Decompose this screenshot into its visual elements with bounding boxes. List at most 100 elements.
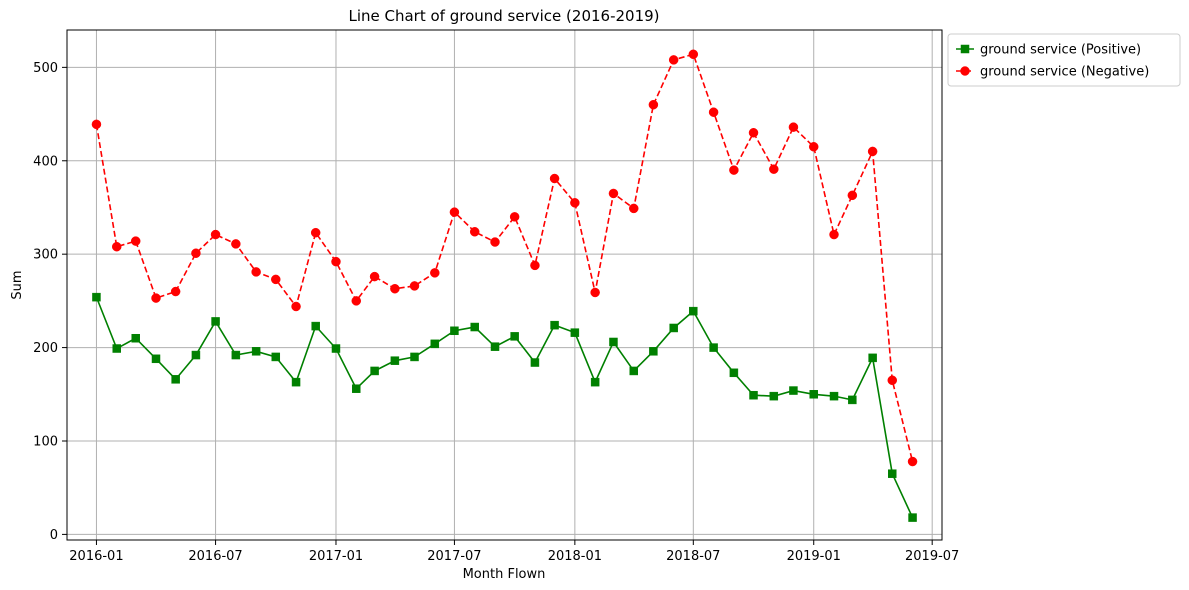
y-tick-label: 500 — [33, 61, 58, 76]
series-negative — [91, 49, 918, 467]
data-point — [351, 296, 362, 306]
data-point — [788, 122, 799, 132]
data-point — [729, 368, 739, 378]
series-positive — [92, 292, 917, 522]
data-point — [848, 395, 857, 405]
data-point — [907, 456, 918, 467]
data-point — [171, 375, 180, 384]
data-point — [530, 358, 540, 367]
data-point — [410, 352, 419, 362]
data-point — [130, 236, 141, 246]
data-point — [331, 256, 341, 267]
data-point — [91, 119, 102, 130]
data-point — [608, 188, 619, 199]
data-point — [151, 293, 161, 303]
x-axis-title: Month Flown — [463, 567, 546, 582]
data-point — [430, 339, 440, 349]
legend-label: ground service (Negative) — [980, 65, 1149, 80]
data-point — [331, 344, 341, 353]
legend: ground service (Positive) ground service … — [947, 33, 1181, 87]
data-point — [251, 347, 261, 356]
data-point — [430, 268, 440, 278]
data-point — [310, 227, 321, 238]
data-point — [709, 343, 718, 352]
data-point — [191, 350, 201, 360]
x-tick-label: 2019-07 — [905, 549, 959, 564]
legend-marker — [960, 66, 970, 76]
data-point — [210, 229, 221, 240]
data-point — [609, 337, 618, 347]
y-tick-label: 200 — [33, 341, 58, 356]
data-point — [549, 173, 560, 184]
y-tick-label: 300 — [33, 248, 58, 263]
data-point — [688, 49, 699, 60]
series-group — [91, 49, 918, 522]
y-tick-label: 400 — [33, 154, 58, 169]
x-tick-label: 2018-07 — [666, 549, 720, 564]
data-point — [131, 333, 140, 343]
x-tick-label: 2017-07 — [427, 549, 481, 564]
data-point — [789, 386, 798, 395]
data-point — [829, 391, 839, 401]
data-point — [510, 332, 519, 341]
data-point — [829, 229, 839, 240]
data-point — [449, 207, 460, 217]
x-tick-label: 2019-01 — [787, 549, 841, 564]
legend-item: ground service (Positive) — [956, 43, 1141, 58]
data-point — [251, 267, 261, 277]
data-point — [629, 366, 639, 376]
data-point — [469, 227, 480, 237]
data-point — [509, 212, 520, 222]
data-point — [311, 321, 320, 331]
data-point — [390, 283, 400, 294]
data-point — [92, 292, 101, 302]
data-point — [211, 317, 220, 326]
data-point — [590, 287, 600, 298]
y-tick-label: 0 — [50, 528, 58, 543]
axis-ticks: 2016-01 2016-07 2017-01 2017-07 2018-01 2018-… — [33, 61, 959, 564]
grid-lines — [67, 30, 942, 540]
data-point — [450, 326, 459, 336]
data-point — [867, 146, 878, 157]
data-point — [668, 55, 679, 65]
data-point — [669, 323, 678, 333]
data-point — [629, 203, 639, 214]
y-axis-title: Sum — [10, 270, 25, 299]
x-tick-label: 2016-07 — [188, 549, 242, 564]
data-point — [390, 356, 400, 365]
data-point — [888, 469, 897, 478]
chart-title: Line Chart of ground service (2016-2019) — [348, 7, 659, 25]
data-point — [271, 352, 281, 362]
legend-marker — [960, 44, 970, 54]
data-point — [769, 391, 779, 401]
data-point — [550, 320, 559, 330]
data-point — [749, 390, 758, 400]
data-point — [191, 248, 201, 258]
data-point — [231, 239, 241, 249]
data-point — [868, 353, 877, 363]
data-point — [570, 198, 580, 208]
data-point — [769, 164, 779, 174]
data-point — [271, 274, 281, 285]
data-point — [490, 342, 500, 351]
x-tick-label: 2017-01 — [309, 549, 363, 564]
data-point — [689, 306, 698, 316]
plot-frame — [66, 29, 943, 541]
data-point — [369, 271, 380, 282]
x-tick-label: 2016-01 — [69, 549, 123, 564]
data-point — [648, 99, 659, 110]
data-point — [748, 127, 759, 138]
x-tick-label: 2018-01 — [548, 549, 602, 564]
legend-label: ground service (Positive) — [980, 43, 1141, 58]
data-point — [808, 142, 819, 152]
data-point — [170, 286, 181, 297]
data-point — [490, 237, 500, 247]
data-point — [352, 384, 361, 393]
data-point — [291, 377, 301, 387]
series-line — [95, 53, 914, 462]
data-point — [708, 107, 719, 117]
data-point — [151, 354, 161, 364]
data-point — [111, 241, 122, 252]
y-tick-label: 100 — [33, 434, 58, 449]
